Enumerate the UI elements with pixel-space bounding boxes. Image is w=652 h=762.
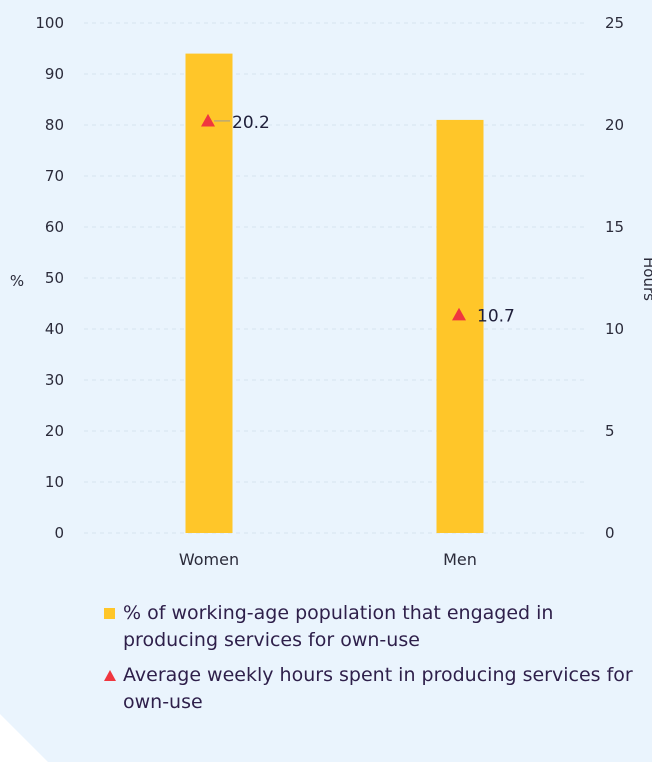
data-label-women: 20.2 (232, 113, 270, 133)
y-right-tick-label: 15 (605, 218, 624, 236)
marker-women (201, 113, 215, 127)
y-left-tick-label: 60 (45, 218, 64, 236)
y-left-tick-label: 100 (35, 14, 64, 32)
y-left-tick-label: 40 (45, 320, 64, 338)
y-left-tick-label: 30 (45, 371, 64, 389)
markers: 20.2 10.7 (201, 113, 515, 327)
gridlines (84, 22, 584, 534)
data-label-men: 10.7 (477, 307, 515, 327)
y-axis-left-title: % (10, 272, 24, 290)
bar-men (436, 119, 484, 534)
category-label-women: Women (179, 550, 239, 569)
y-left-tick-label: 0 (54, 524, 64, 542)
y-axis-left-ticks: 0 10 20 30 40 50 60 70 80 90 100 (35, 14, 64, 542)
y-left-tick-label: 90 (45, 65, 64, 83)
bars (185, 53, 484, 534)
bar-women (185, 53, 233, 533)
y-right-tick-label: 20 (605, 116, 624, 134)
y-right-tick-label: 25 (605, 14, 624, 32)
y-axis-right-ticks: 0 5 10 15 20 25 (605, 14, 624, 542)
y-axis-right-title: Hours (640, 257, 652, 301)
y-right-tick-label: 10 (605, 320, 624, 338)
y-left-tick-label: 10 (45, 473, 64, 491)
legend-triangle-icon (104, 670, 116, 681)
legend-item-marker: Average weekly hours spent in producing … (104, 662, 634, 716)
y-left-tick-label: 20 (45, 422, 64, 440)
legend-bar-swatch (104, 608, 115, 619)
y-left-tick-label: 50 (45, 269, 64, 287)
y-right-tick-label: 5 (605, 422, 615, 440)
legend-marker-label: Average weekly hours spent in producing … (123, 664, 633, 713)
legend-item-bar: % of working-age population that engaged… (104, 600, 634, 654)
y-right-tick-label: 0 (605, 524, 615, 542)
legend: % of working-age population that engaged… (104, 600, 634, 724)
category-labels: Women Men (179, 550, 477, 569)
legend-bar-label: % of working-age population that engaged… (123, 602, 554, 651)
y-left-tick-label: 80 (45, 116, 64, 134)
marker-men (452, 307, 466, 321)
category-label-men: Men (443, 550, 477, 569)
y-left-tick-label: 70 (45, 167, 64, 185)
